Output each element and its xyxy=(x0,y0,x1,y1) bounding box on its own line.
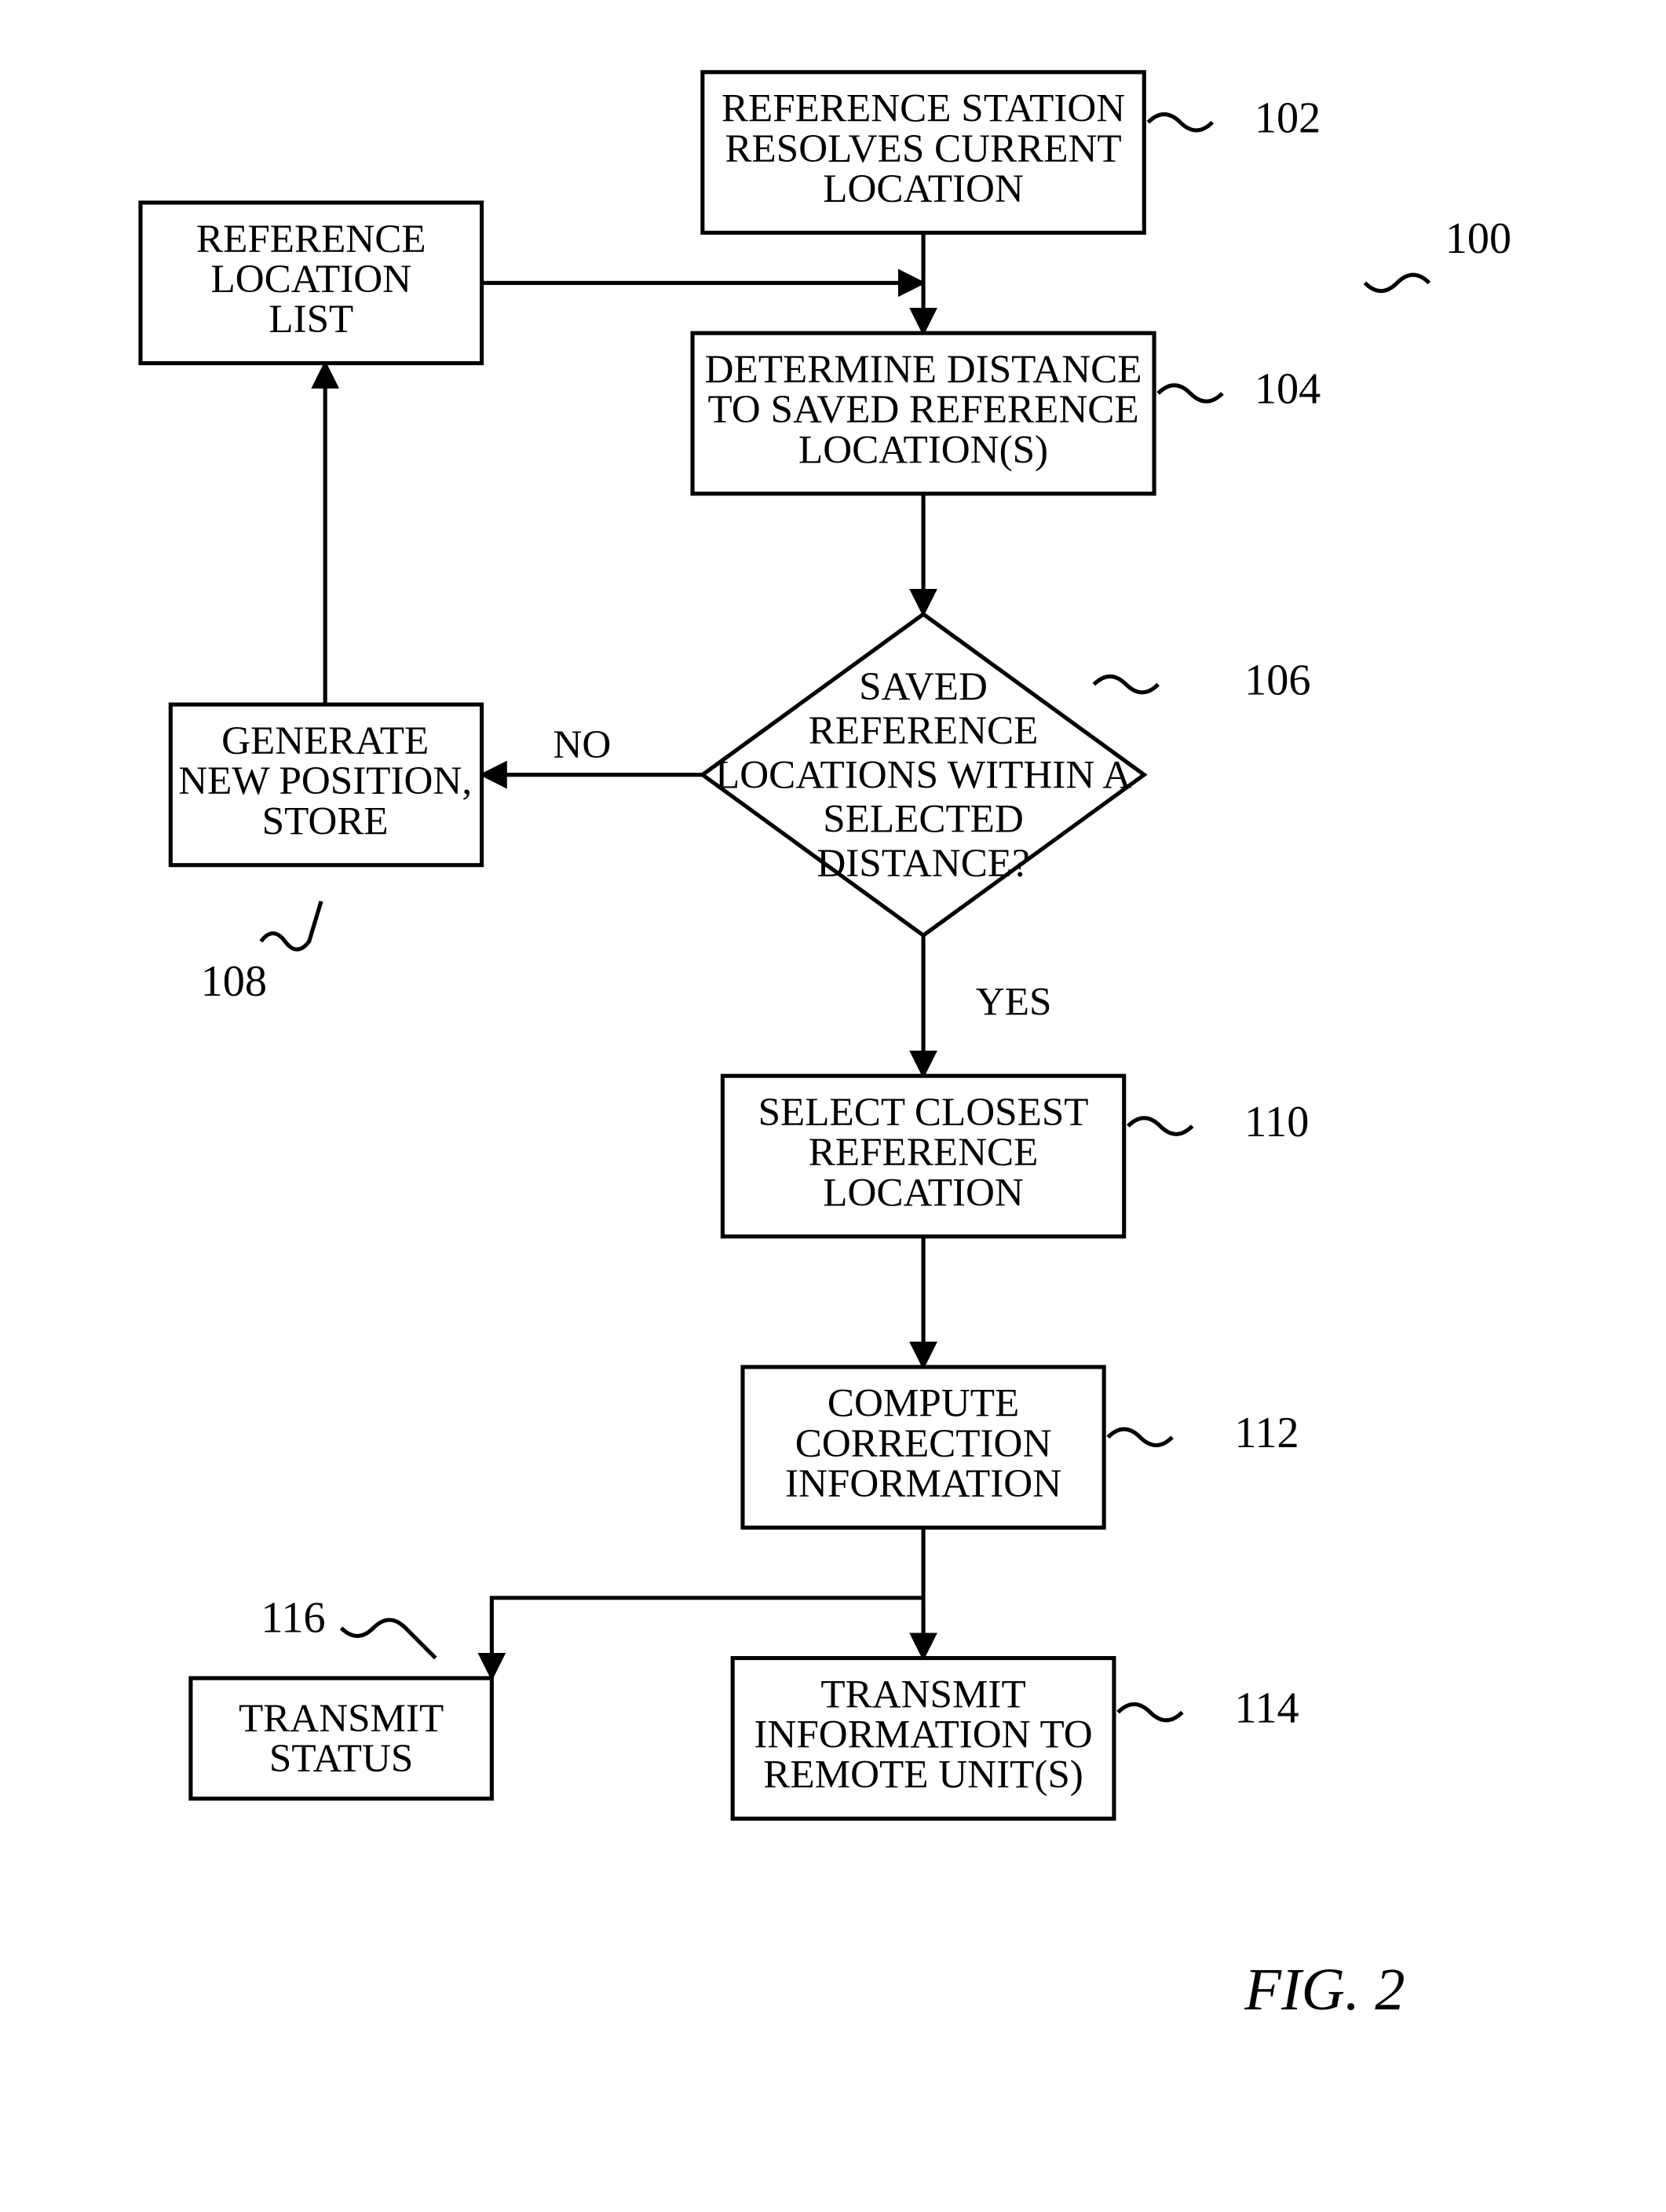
ref-102: 102 xyxy=(1255,94,1321,143)
node-104-line2: TO SAVED REFERENCE xyxy=(707,387,1138,432)
node-reflist-line1: REFERENCE xyxy=(196,217,426,261)
node-116: TRANSMIT STATUS xyxy=(191,1678,491,1798)
node-102: REFERENCE STATION RESOLVES CURRENT LOCAT… xyxy=(703,72,1144,233)
node-reflist-line3: LIST xyxy=(269,297,353,342)
ref-104: 104 xyxy=(1255,365,1321,414)
node-reference-location-list: REFERENCE LOCATION LIST xyxy=(141,203,482,364)
node-110: SELECT CLOSEST REFERENCE LOCATION xyxy=(722,1076,1123,1237)
node-112-line3: INFORMATION xyxy=(785,1461,1061,1506)
flowchart-figure: NO YES REFERENCE STATION RESOLVES CURREN… xyxy=(0,0,1666,2212)
node-112-line1: COMPUTE xyxy=(828,1381,1019,1426)
node-104-line3: LOCATION(S) xyxy=(798,427,1048,472)
node-110-line2: REFERENCE xyxy=(809,1130,1039,1175)
node-114-line1: TRANSMIT xyxy=(820,1672,1025,1717)
node-114-line2: INFORMATION TO xyxy=(754,1713,1092,1757)
node-114-line3: REMOTE UNIT(S) xyxy=(763,1753,1083,1797)
ref-106: 106 xyxy=(1244,656,1310,704)
node-106-line2: REFERENCE xyxy=(809,708,1039,753)
edge-label-yes: YES xyxy=(976,979,1052,1024)
node-reflist-line2: LOCATION xyxy=(210,257,411,302)
node-110-line3: LOCATION xyxy=(823,1170,1024,1215)
ref-112: 112 xyxy=(1234,1409,1299,1457)
node-104: DETERMINE DISTANCE TO SAVED REFERENCE LO… xyxy=(692,333,1154,494)
edge-label-no: NO xyxy=(553,722,611,767)
node-114: TRANSMIT INFORMATION TO REMOTE UNIT(S) xyxy=(733,1658,1114,1819)
node-110-line1: SELECT CLOSEST xyxy=(758,1090,1089,1135)
node-102-line3: LOCATION xyxy=(823,166,1024,211)
ref-114: 114 xyxy=(1234,1684,1299,1732)
node-104-line1: DETERMINE DISTANCE xyxy=(705,347,1142,392)
node-112: COMPUTE CORRECTION INFORMATION xyxy=(743,1367,1104,1528)
node-108-line2: NEW POSITION, xyxy=(178,759,472,803)
node-102-line2: RESOLVES CURRENT xyxy=(725,126,1121,171)
ref-100: 100 xyxy=(1445,214,1511,263)
node-112-line2: CORRECTION xyxy=(795,1421,1052,1466)
ref-116: 116 xyxy=(261,1593,325,1642)
ref-108: 108 xyxy=(201,957,267,1006)
node-108: GENERATE NEW POSITION, STORE xyxy=(170,704,481,865)
node-102-line1: REFERENCE STATION xyxy=(722,86,1125,131)
node-106-line1: SAVED xyxy=(859,664,988,709)
node-106-line3: LOCATIONS WITHIN A xyxy=(715,753,1131,798)
node-116-line2: STATUS xyxy=(269,1736,413,1781)
figure-caption: FIG. 2 xyxy=(1244,1956,1405,2023)
node-108-line1: GENERATE xyxy=(221,718,429,763)
ref-110: 110 xyxy=(1244,1098,1309,1146)
node-106-line5: DISTANCE? xyxy=(817,841,1029,886)
node-116-line1: TRANSMIT xyxy=(239,1696,444,1741)
node-108-line3: STORE xyxy=(262,799,389,843)
node-106-line4: SELECTED xyxy=(823,797,1024,842)
